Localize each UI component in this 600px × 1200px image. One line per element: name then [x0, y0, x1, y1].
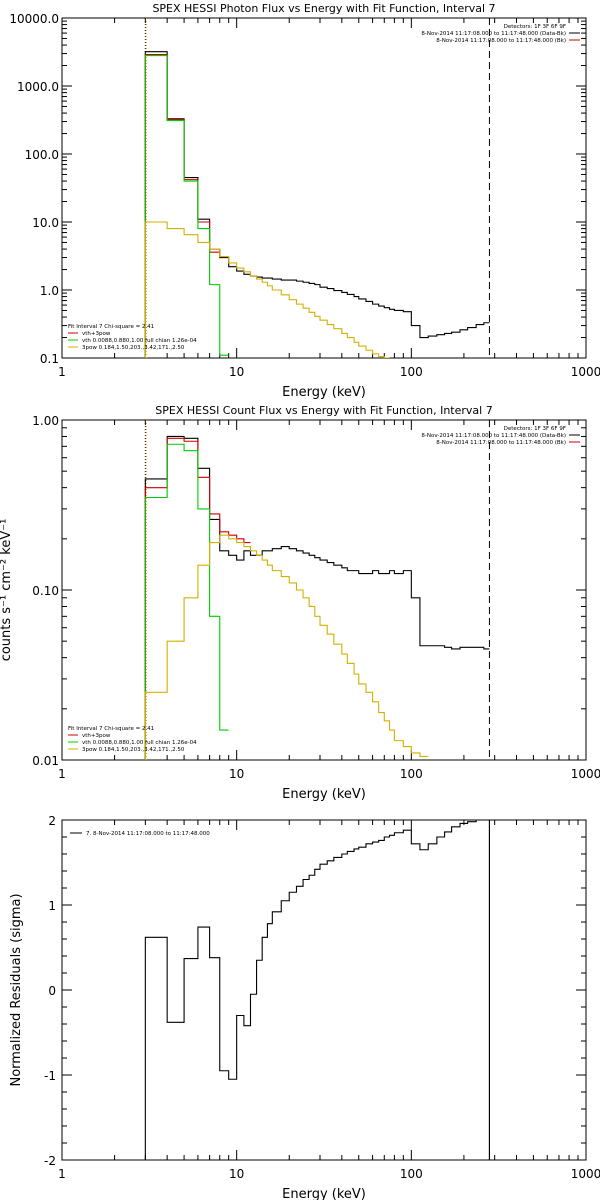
legend-label: 3pow 0.184,1.50,203.,3.42,171.,2.50: [82, 747, 185, 753]
info-line: 8-Nov-2014 11:17:08.000 to 11:17:48.000 …: [421, 433, 566, 439]
x-tick-label: 100: [400, 1167, 423, 1181]
photon-flux-panel: 1 10 100 1000 0.1 1.0 10.0 100.0 1000.0 10000.0 SP…: [9, 2, 600, 400]
series-line-0: [144, 51, 490, 358]
legend-label: vth 0.0088,0.880,1.00 full chian 1.26e-0…: [82, 740, 197, 746]
y-tick-label: 1.0: [40, 284, 59, 298]
plot-frame: [61, 17, 587, 359]
series-line-3: [144, 534, 429, 760]
x-tick-label: 10: [229, 1167, 244, 1181]
y-tick-label: 1.00: [32, 414, 59, 428]
y-tick-label: 10.0: [32, 216, 59, 230]
chart-title: SPEX HESSI Photon Flux vs Energy with Fi…: [152, 2, 495, 15]
y-tick-label: 0.10: [32, 584, 59, 598]
legend-title: Fit Interval 7 Chi-square = 2.41: [68, 324, 154, 330]
x-tick-label: 1000: [571, 1167, 600, 1181]
series-line-2: [144, 55, 229, 358]
info-line: Detectors: 1F 3F 6F 9F: [504, 24, 566, 30]
x-tick-label: 1: [58, 767, 66, 781]
x-tick-label: 100: [400, 767, 423, 781]
x-axis-label: Energy (keV): [282, 385, 366, 400]
legend-label: 7. 8-Nov-2014 11:17:08.000 to 11:17:48.0…: [86, 831, 210, 837]
x-tick-label: 1: [58, 1167, 66, 1181]
chart-title: SPEX HESSI Count Flux vs Energy with Fit…: [155, 404, 492, 417]
y-tick-label: 0.01: [32, 754, 59, 768]
y-tick-label: 100.0: [25, 148, 59, 162]
count-flux-panel: 1 10 100 1000 0.01 0.10 1.00 SPEX HESSI Count F…: [0, 404, 600, 802]
legend-label: vth+3pow: [82, 733, 111, 739]
series-line-0: [144, 435, 490, 760]
x-axis-label: Energy (keV): [282, 787, 366, 802]
y-tick-label: 0: [48, 984, 56, 998]
residuals-panel: 1 10 100 1000 -2 -1 0 1 2 Energy (keV) Normalized …: [9, 814, 600, 1200]
y-tick-label: 2: [48, 814, 56, 828]
y-tick-label: 1000.0: [17, 80, 59, 94]
y-axis-label: counts s⁻¹ cm⁻² keV⁻¹: [0, 519, 14, 662]
x-tick-label: 10: [229, 767, 244, 781]
series-line-3: [144, 221, 390, 358]
plot-frame: [61, 419, 587, 761]
reference-lines: [144, 18, 490, 358]
y-tick-label: 0.1: [40, 352, 59, 366]
series-line-1: [144, 54, 220, 358]
series-line-0: [144, 820, 490, 1160]
series-group: [144, 51, 490, 358]
plot-frame: [61, 819, 587, 1161]
legend-label: 3pow 0.184,1.50,203.,3.42,171.,2.50: [82, 345, 185, 351]
reference-lines: [144, 420, 490, 760]
series-group: [144, 435, 490, 760]
y-axis-label: Normalized Residuals (sigma): [9, 893, 24, 1086]
x-tick-label: 1: [58, 365, 66, 379]
legend-label: vth 0.0088,0.880,1.00 full chian 1.26e-0…: [82, 338, 197, 344]
info-line: 8-Nov-2014 11:17:08.000 to 11:17:48.000 …: [436, 38, 566, 44]
x-axis-label: Energy (keV): [282, 1187, 366, 1200]
y-tick-label: 10000.0: [9, 12, 59, 26]
y-tick-label: -2: [44, 1154, 56, 1168]
x-tick-label: 1000: [571, 767, 600, 781]
y-tick-label: 1: [48, 899, 56, 913]
x-tick-label: 100: [400, 365, 423, 379]
series-line-2: [144, 443, 229, 760]
info-line: 8-Nov-2014 11:17:08.000 to 11:17:48.000 …: [436, 440, 566, 446]
legend-label: vth+3pow: [82, 331, 111, 337]
series-group: [144, 820, 490, 1160]
x-tick-label: 1000: [571, 365, 600, 379]
legend-title: Fit Interval 7 Chi-square = 2.41: [68, 726, 154, 732]
y-tick-label: -1: [44, 1069, 56, 1083]
info-line: 8-Nov-2014 11:17:08.000 to 11:17:48.000 …: [421, 31, 566, 37]
info-line: Detectors: 1F 3F 6F 9F: [504, 426, 566, 432]
x-tick-label: 10: [229, 365, 244, 379]
